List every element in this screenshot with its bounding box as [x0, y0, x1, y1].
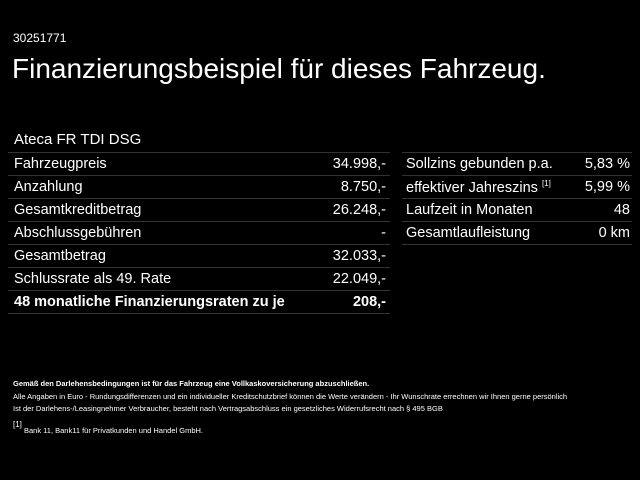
footnote-mark: [1]: [541, 178, 551, 188]
label-text: effektiver Jahreszins: [406, 179, 538, 196]
row-label: Gesamtkreditbetrag: [14, 202, 142, 218]
row-value: 34.998,-: [332, 156, 386, 172]
table-row: Sollzins gebunden p.a. 5,83 %: [402, 153, 632, 176]
table-row: Gesamtkreditbetrag 26.248,-: [8, 199, 390, 222]
interest-table: Sollzins gebunden p.a. 5,83 % effektiver …: [402, 152, 632, 245]
monthly-rate-row: 48 monatliche Finanzierungsraten zu je 20…: [8, 291, 390, 314]
row-value: 208,-: [352, 294, 386, 310]
row-value: 5,83 %: [584, 156, 630, 172]
table-row: Anzahlung 8.750,-: [8, 176, 390, 199]
row-value: 26.248,-: [332, 202, 386, 218]
row-label: Gesamtlaufleistung: [406, 225, 530, 241]
row-label: Fahrzeugpreis: [14, 156, 107, 172]
table-row: Gesamtlaufleistung 0 km: [402, 222, 632, 245]
table-row: Fahrzeugpreis 34.998,-: [8, 153, 390, 176]
table-row: Laufzeit in Monaten 48: [402, 199, 632, 222]
disclaimer-line: Ist der Darlehens-/Leasingnehmer Verbrau…: [13, 404, 443, 413]
row-label: Schlussrate als 49. Rate: [14, 271, 172, 287]
footnotes: Gemäß den Darlehensbedingungen ist für d…: [13, 378, 633, 437]
row-label: Sollzins gebunden p.a.: [406, 156, 553, 172]
label-text: Sollzins gebunden p.a.: [406, 156, 553, 172]
row-value: -: [381, 225, 386, 241]
label-text: Laufzeit in Monaten: [406, 202, 533, 218]
disclaimer-line: Alle Angaben in Euro - Rundungsdifferenz…: [13, 391, 568, 401]
table-row: Gesamtbetrag 32.033,-: [8, 245, 390, 268]
label-text: Gesamtlaufleistung: [406, 225, 531, 241]
page-title: Finanzierungsbeispiel für dieses Fahrzeu…: [12, 53, 546, 84]
bank-note: [1] Bank 11, Bank11 für Privatkunden und…: [13, 419, 633, 438]
bank-note-text: Bank 11, Bank11 für Privatkunden und Han…: [24, 425, 203, 435]
offer-id: 30251771: [13, 31, 67, 45]
row-value: 0 km: [598, 225, 630, 241]
table-row: Abschlussgebühren -: [8, 222, 390, 245]
row-value: 8.750,-: [340, 179, 386, 195]
row-value: 48: [613, 202, 630, 218]
insurance-note: Gemäß den Darlehensbedingungen ist für d…: [13, 379, 370, 388]
financing-table: Fahrzeugpreis 34.998,- Anzahlung 8.750,- G…: [8, 152, 390, 314]
table-row: Schlussrate als 49. Rate 22.049,-: [8, 268, 390, 291]
row-value: 5,99 %: [584, 179, 630, 195]
row-label: Anzahlung: [14, 179, 83, 195]
row-label: Gesamtbetrag: [14, 248, 106, 264]
row-value: 32.033,-: [332, 248, 386, 264]
row-label: effektiver Jahreszins [1]: [406, 179, 551, 196]
vehicle-model: Ateca FR TDI DSG: [14, 131, 142, 148]
row-value: 22.049,-: [332, 271, 386, 287]
table-row: effektiver Jahreszins [1] 5,99 %: [402, 176, 632, 199]
row-label: Laufzeit in Monaten: [406, 202, 533, 218]
row-label: Abschlussgebühren: [14, 225, 142, 241]
footnote-mark: [1]: [13, 419, 22, 429]
row-label: 48 monatliche Finanzierungsraten zu je: [14, 294, 285, 310]
